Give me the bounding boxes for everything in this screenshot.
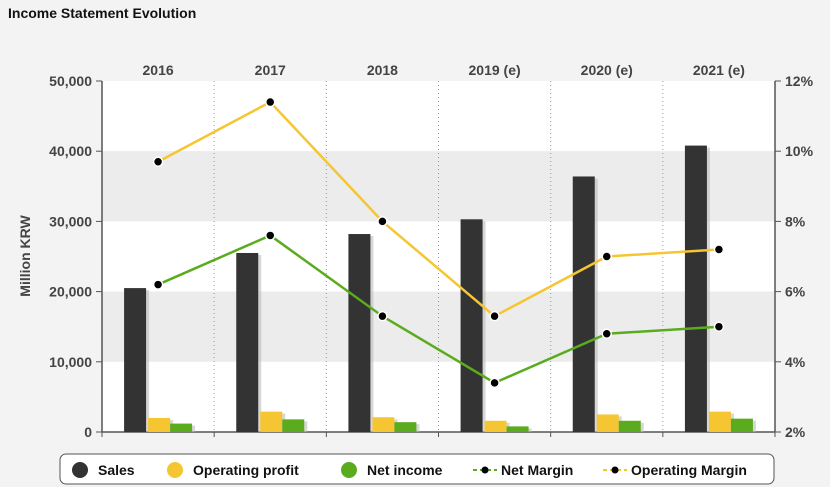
legend-label-net-income: Net income <box>367 462 443 478</box>
y-tick-label: 20,000 <box>49 284 92 300</box>
legend-swatch-net-income <box>341 462 357 478</box>
legend: Sales Operating profit Net income Net Margi… <box>59 453 775 485</box>
bar-operating-profit <box>148 417 171 432</box>
x-tick-label: 2021 (e) <box>693 62 745 78</box>
x-tick-label: 2020 (e) <box>581 62 633 78</box>
grid-band <box>102 291 775 362</box>
x-tick-label: 2017 <box>255 62 286 78</box>
point-net-margin <box>601 328 612 339</box>
point-operating-margin <box>377 216 388 227</box>
y2-tick-label: 4% <box>785 354 806 370</box>
chart-title: Income Statement Evolution <box>8 5 196 21</box>
bar-sales <box>572 176 595 432</box>
y2-tick-label: 10% <box>785 143 814 159</box>
x-tick-label: 2018 <box>367 62 398 78</box>
point-operating-margin <box>713 244 725 255</box>
point-net-margin <box>265 230 276 241</box>
bar-net-income <box>170 423 193 432</box>
bar-sales <box>236 252 259 432</box>
point-operating-margin <box>265 96 276 108</box>
legend-box <box>59 453 775 485</box>
legend-swatch-operating-profit <box>167 462 183 478</box>
bar-operating-profit <box>372 417 395 432</box>
point-net-margin <box>489 377 500 389</box>
bar-net-income <box>618 420 641 432</box>
y2-tick-label: 6% <box>785 284 806 300</box>
legend-marker-operating-margin <box>611 466 619 474</box>
legend-label-operating-profit: Operating profit <box>193 462 299 478</box>
bar-sales <box>684 145 707 433</box>
bar-net-income <box>506 426 529 432</box>
y2-tick-label: 12% <box>785 73 814 89</box>
y-tick-label: 10,000 <box>49 354 92 370</box>
legend-label-net-margin: Net Margin <box>501 462 573 478</box>
y-tick-label: 50,000 <box>49 73 92 89</box>
point-operating-margin <box>601 251 612 262</box>
y-tick-label: 30,000 <box>49 213 92 229</box>
point-operating-margin <box>489 310 500 322</box>
grid-band <box>102 81 775 152</box>
x-tick-label: 2016 <box>143 62 174 78</box>
legend-label-operating-margin: Operating Margin <box>631 462 747 478</box>
point-net-margin <box>152 279 164 290</box>
bar-sales <box>460 219 483 432</box>
line-operating-margin <box>157 100 719 318</box>
legend-label-sales: Sales <box>98 462 135 478</box>
bar-net-income <box>730 418 753 432</box>
bar-sales <box>124 288 147 432</box>
x-tick-label: 2019 (e) <box>469 62 521 78</box>
bar-operating-profit <box>260 411 283 432</box>
legend-swatch-sales <box>72 462 88 478</box>
bar-net-income <box>282 419 305 432</box>
line-net-margin <box>157 234 719 385</box>
y-axis-label: Million KRW <box>17 215 33 297</box>
y2-tick-label: 2% <box>785 424 806 440</box>
bar-operating-profit <box>708 411 731 432</box>
bar-operating-profit <box>596 414 619 432</box>
bar-operating-profit <box>484 420 507 432</box>
y-tick-label: 0 <box>84 424 92 440</box>
y2-tick-label: 8% <box>785 213 806 229</box>
point-net-margin <box>377 310 388 322</box>
y-tick-label: 40,000 <box>49 143 92 159</box>
point-net-margin <box>713 321 725 332</box>
bar-sales <box>348 234 371 432</box>
bar-net-income <box>394 422 417 432</box>
legend-marker-net-margin <box>481 466 489 474</box>
point-operating-margin <box>152 156 164 167</box>
